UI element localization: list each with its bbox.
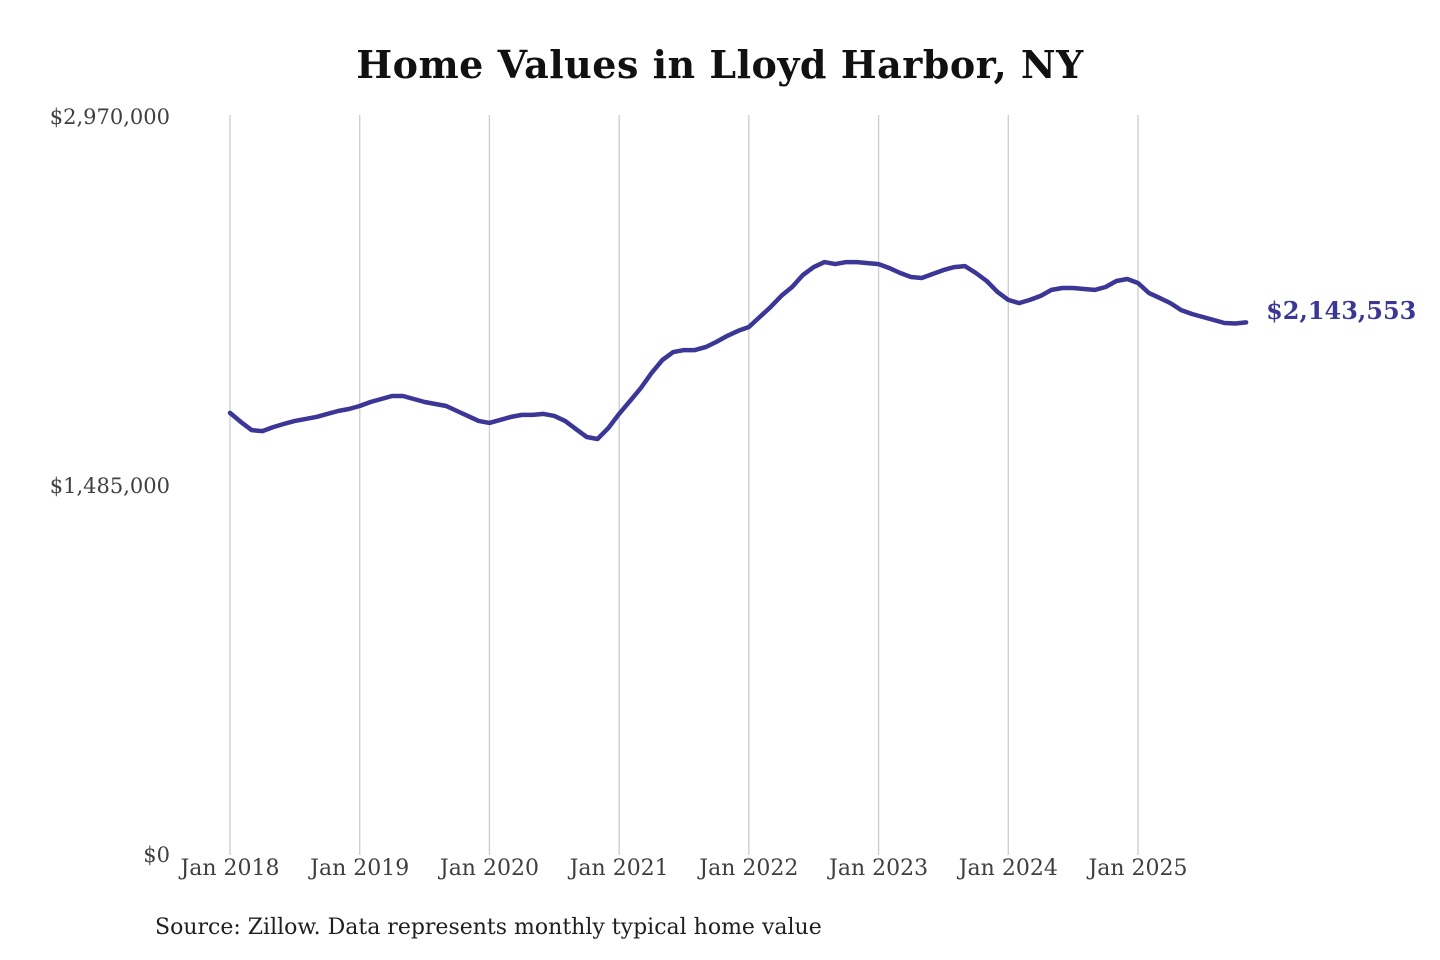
chart-title: Home Values in Lloyd Harbor, NY bbox=[356, 42, 1084, 87]
y-tick-label: $2,970,000 bbox=[49, 105, 170, 129]
source-note: Source: Zillow. Data represents monthly … bbox=[155, 915, 822, 940]
x-tick-label: Jan 2018 bbox=[180, 856, 280, 881]
current-value-label: $2,143,553 bbox=[1266, 296, 1417, 326]
y-tick-label: $1,485,000 bbox=[49, 474, 170, 498]
gridlines bbox=[229, 115, 1139, 855]
x-tick-label: Jan 2021 bbox=[569, 856, 669, 881]
x-tick-label: Jan 2023 bbox=[829, 856, 929, 881]
y-tick-label: $0 bbox=[143, 843, 170, 867]
x-tick-label: Jan 2024 bbox=[958, 856, 1058, 881]
x-tick-label: Jan 2022 bbox=[699, 856, 799, 881]
x-tick-label: Jan 2020 bbox=[439, 856, 539, 881]
x-tick-label: Jan 2025 bbox=[1088, 856, 1188, 881]
home-value-line bbox=[227, 259, 1249, 442]
x-tick-label: Jan 2019 bbox=[310, 856, 410, 881]
